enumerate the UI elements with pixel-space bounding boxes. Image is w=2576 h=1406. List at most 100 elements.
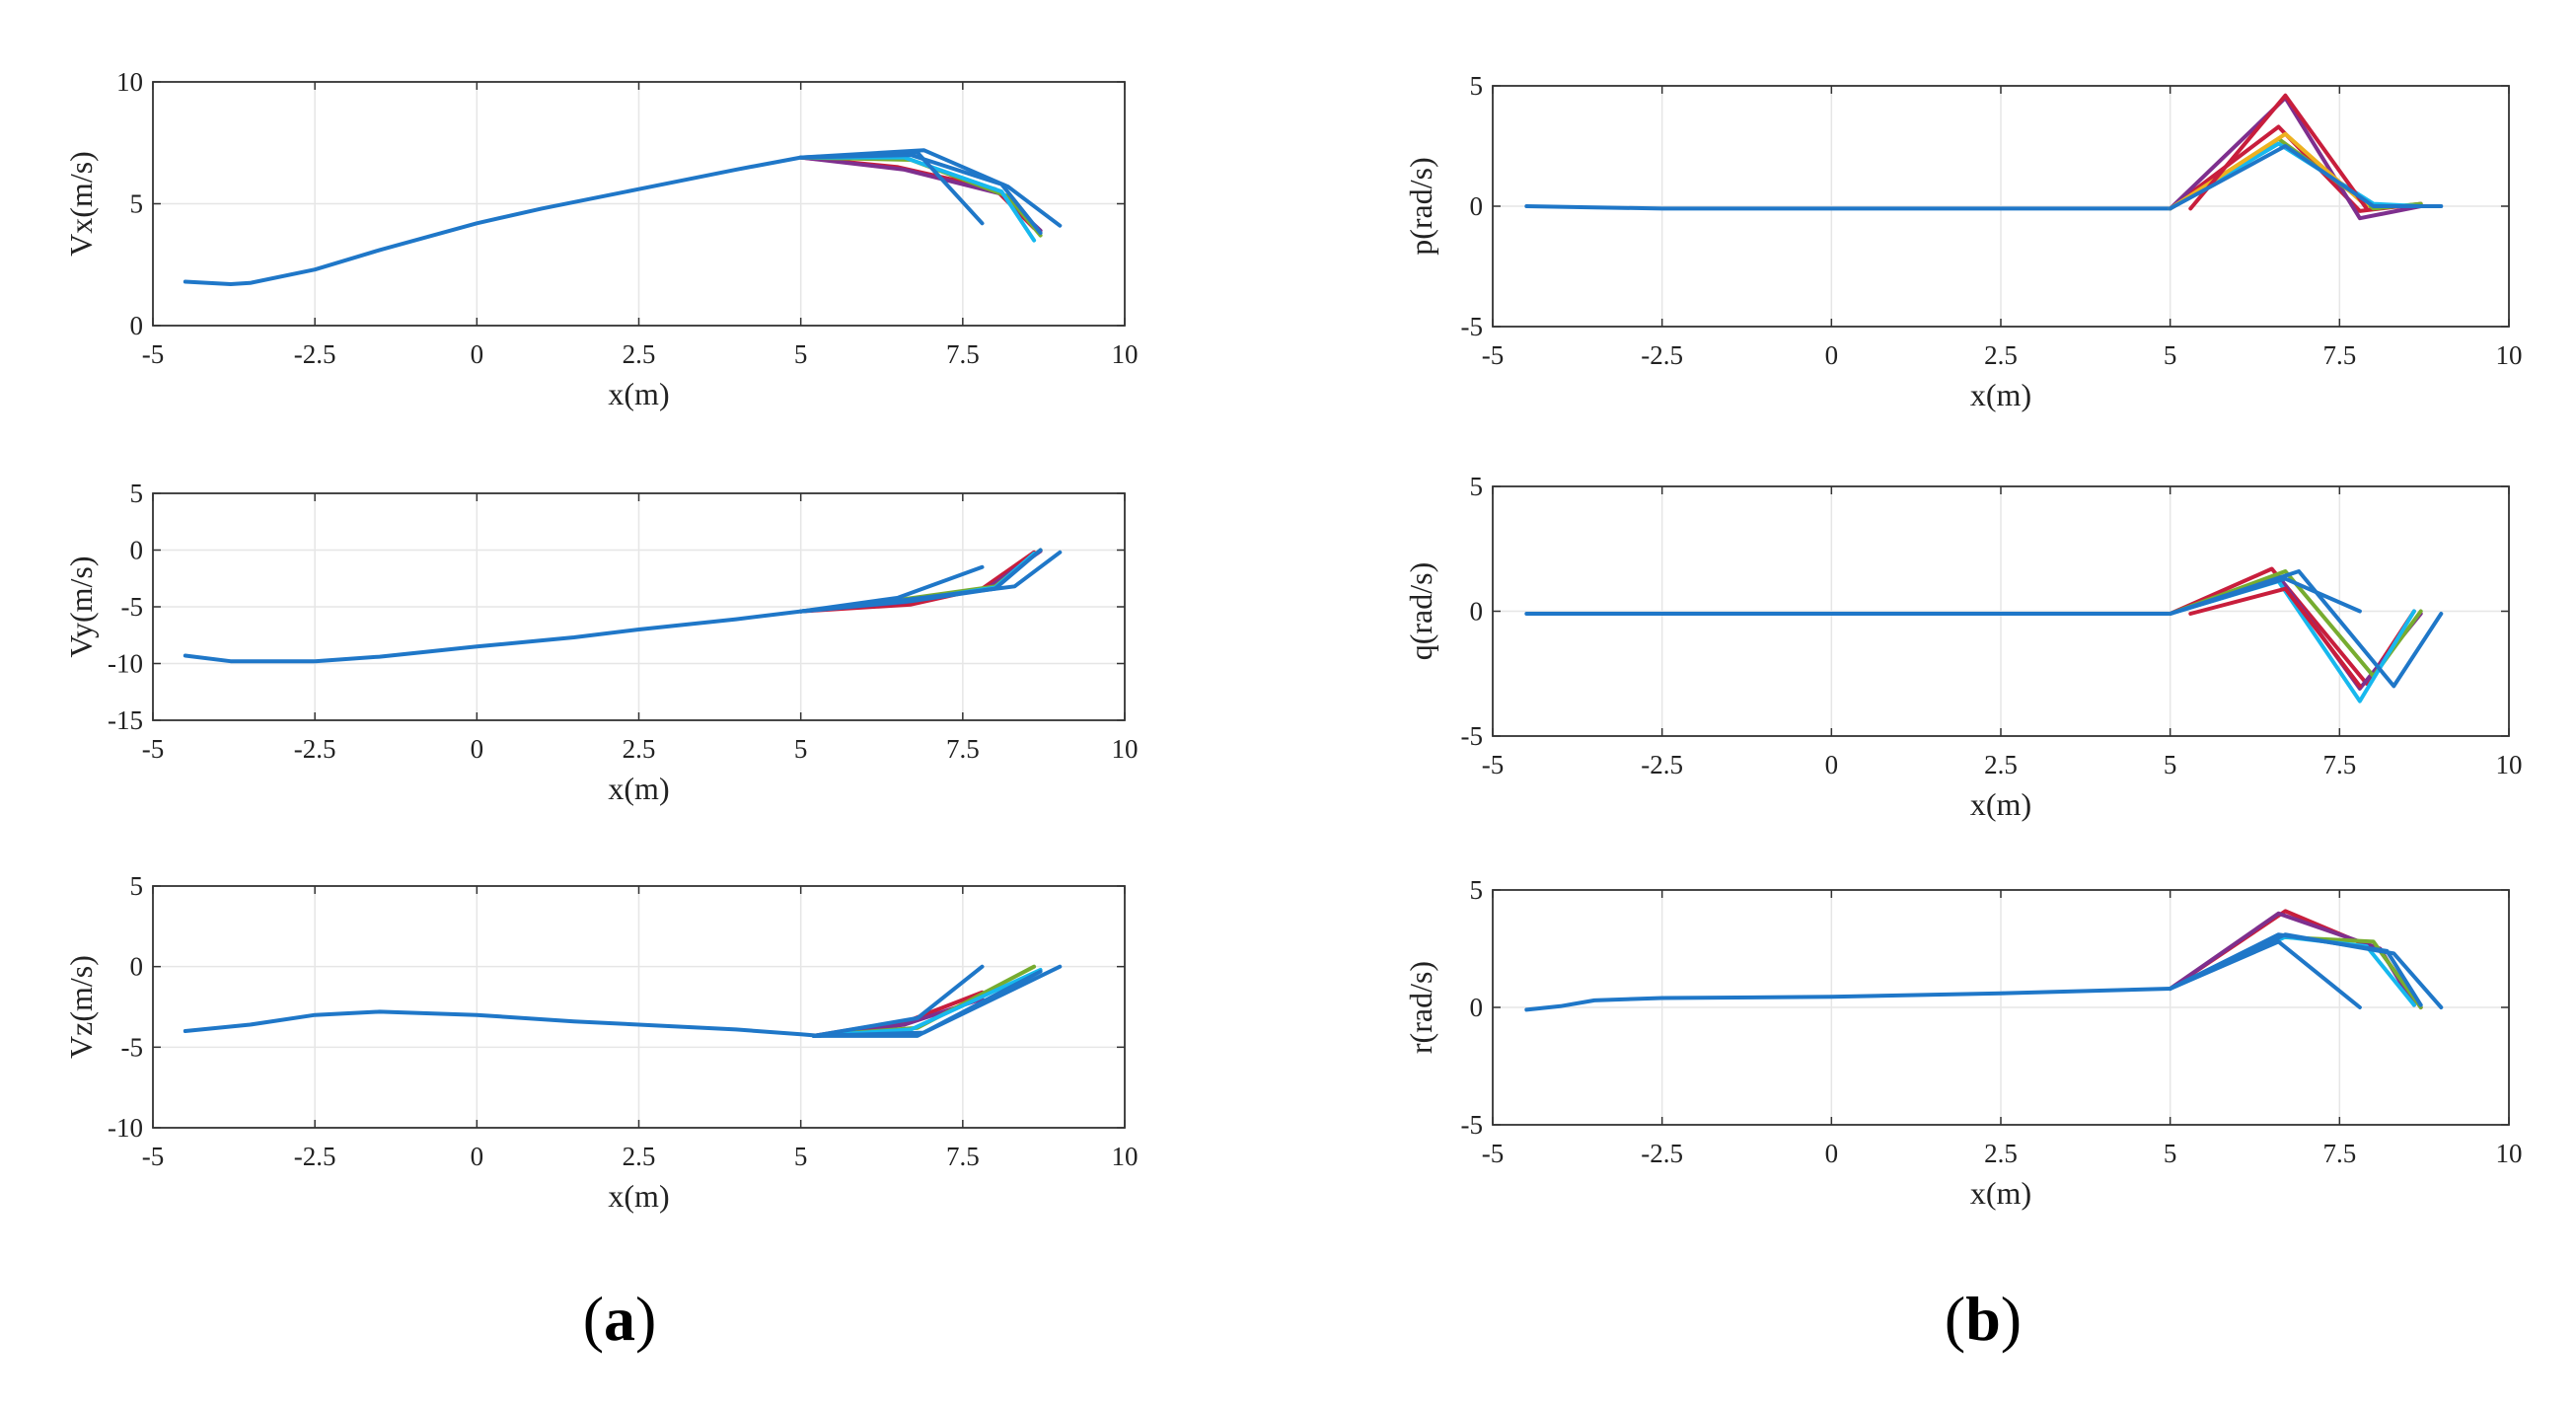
x-axis-label: x(m) xyxy=(608,1178,669,1214)
x-tick-label: 7.5 xyxy=(946,1142,980,1171)
x-tick-label: 5 xyxy=(2164,1139,2177,1168)
x-tick-label: 0 xyxy=(1825,340,1839,370)
chart-vy: -5 -2.5 0 2.5 5 7.5 10 -15 -10 -5 0 5 x(m) Vy(m/s) xyxy=(63,479,1139,806)
x-tick-label: -2.5 xyxy=(294,734,336,764)
x-tick-label: 0 xyxy=(1825,1139,1839,1168)
x-tick-label: 2.5 xyxy=(1984,340,2018,370)
axes-frame xyxy=(1492,889,2510,1126)
x-tick-label: 10 xyxy=(1112,1142,1139,1171)
y-tick-label: -5 xyxy=(121,1032,144,1062)
x-axis-label: x(m) xyxy=(1970,377,2031,412)
y-tick-label: 5 xyxy=(130,189,144,219)
y-tick-label: 10 xyxy=(116,67,143,97)
y-axis-label: Vy(m/s) xyxy=(63,555,99,657)
series-line-base xyxy=(183,609,803,664)
y-tick-label: 5 xyxy=(130,871,144,901)
y-tick-label: -5 xyxy=(1461,1110,1484,1140)
x-tick-label: 10 xyxy=(1112,734,1139,764)
series-line-run-3 xyxy=(2168,569,2423,679)
x-tick-label: 7.5 xyxy=(2322,340,2356,370)
y-tick-label: 5 xyxy=(1470,472,1484,501)
y-tick-label: 0 xyxy=(130,952,144,982)
series-line-base xyxy=(183,155,803,286)
figure-label-b-letter: b xyxy=(1965,1284,2001,1354)
x-tick-label: 2.5 xyxy=(623,734,656,764)
x-tick-label: 2.5 xyxy=(1984,1139,2018,1168)
x-axis-label: x(m) xyxy=(1970,1175,2031,1211)
x-tick-label: 5 xyxy=(794,1142,808,1171)
y-tick-label: 0 xyxy=(1470,597,1484,627)
axes-frame xyxy=(152,81,1126,327)
x-tick-label: 7.5 xyxy=(2322,1139,2356,1168)
series-line-run-6 xyxy=(2188,93,2369,211)
x-axis-label: x(m) xyxy=(608,376,669,411)
series-line-run-7 xyxy=(2168,932,2423,1007)
figure-label-a-letter: a xyxy=(604,1284,635,1354)
x-tick-label: 2.5 xyxy=(623,1142,656,1171)
y-tick-label: -5 xyxy=(1461,312,1484,341)
series-line-run-7 xyxy=(811,969,1043,1038)
x-tick-label: 7.5 xyxy=(2322,750,2356,779)
x-axis-label: x(m) xyxy=(1970,786,2031,822)
series-line-run-7 xyxy=(798,548,1043,614)
chart-r: -5 -2.5 0 2.5 5 7.5 10 -5 0 5 x(m) r(rad/s) xyxy=(1403,875,2523,1211)
y-tick-label: -5 xyxy=(1461,721,1484,751)
y-axis-label: r(rad/s) xyxy=(1403,961,1438,1054)
y-tick-label: -15 xyxy=(108,705,143,735)
x-tick-label: 2.5 xyxy=(1984,750,2018,779)
x-tick-label: 2.5 xyxy=(623,339,656,369)
y-tick-label: -10 xyxy=(108,1113,143,1143)
x-tick-label: -2.5 xyxy=(1641,340,1683,370)
x-tick-label: 7.5 xyxy=(946,734,980,764)
y-tick-label: 0 xyxy=(130,311,144,340)
figure-label-b: (b) xyxy=(1945,1284,2022,1354)
y-tick-label: 5 xyxy=(1470,71,1484,101)
x-tick-label: 0 xyxy=(471,339,484,369)
series-line-run-7 xyxy=(2168,144,2444,211)
x-tick-label: -5 xyxy=(1482,750,1505,779)
x-tick-label: 5 xyxy=(2164,340,2177,370)
y-tick-label: 0 xyxy=(1470,993,1484,1022)
chart-vx: -5 -2.5 0 2.5 5 7.5 10 0 5 10 x(m) Vx(m/s) xyxy=(63,67,1139,411)
y-tick-label: 5 xyxy=(130,479,144,508)
series-line-base xyxy=(1524,204,2172,211)
y-tick-label: -5 xyxy=(121,592,144,622)
x-tick-label: 0 xyxy=(471,734,484,764)
x-tick-label: -5 xyxy=(1482,340,1505,370)
x-tick-label: 10 xyxy=(2496,340,2523,370)
y-axis-label: q(rad/s) xyxy=(1403,562,1438,661)
y-tick-label: 0 xyxy=(1470,191,1484,221)
x-tick-label: -2.5 xyxy=(1641,750,1683,779)
series-line-run-5 xyxy=(811,964,985,1038)
x-tick-label: -2.5 xyxy=(1641,1139,1683,1168)
y-axis-label: Vx(m/s) xyxy=(63,151,99,257)
x-tick-label: 5 xyxy=(794,734,808,764)
series-line-run-2 xyxy=(2168,96,2423,221)
x-axis-label: x(m) xyxy=(608,771,669,806)
x-tick-label: 10 xyxy=(1112,339,1139,369)
axes-frame xyxy=(152,492,1126,721)
y-tick-label: -10 xyxy=(108,649,143,679)
chart-p: -5 -2.5 0 2.5 5 7.5 10 -5 0 5 x(m) p(rad/s) xyxy=(1403,71,2523,412)
x-tick-label: 10 xyxy=(2496,1139,2523,1168)
x-tick-label: -5 xyxy=(142,1142,165,1171)
figure-label-a: (a) xyxy=(583,1284,657,1354)
series-line-run-7 xyxy=(798,153,1043,236)
series-line-run-7 xyxy=(2168,576,2362,616)
x-tick-label: -2.5 xyxy=(294,1142,336,1171)
x-tick-label: -2.5 xyxy=(294,339,336,369)
x-tick-label: 5 xyxy=(794,339,808,369)
series-line-run-5 xyxy=(2188,586,2362,689)
series-line-base xyxy=(183,1009,823,1038)
axes-frame xyxy=(152,885,1126,1129)
y-tick-label: 5 xyxy=(1470,875,1484,905)
x-tick-label: 5 xyxy=(2164,750,2177,779)
series-line-run-6 xyxy=(798,148,1063,228)
axes-frame xyxy=(1492,485,2510,737)
x-tick-label: -5 xyxy=(142,734,165,764)
chart-q: -5 -2.5 0 2.5 5 7.5 10 -5 0 5 x(m) q(rad/s) xyxy=(1403,472,2523,822)
y-axis-label: p(rad/s) xyxy=(1403,157,1438,256)
x-tick-label: 0 xyxy=(1825,750,1839,779)
